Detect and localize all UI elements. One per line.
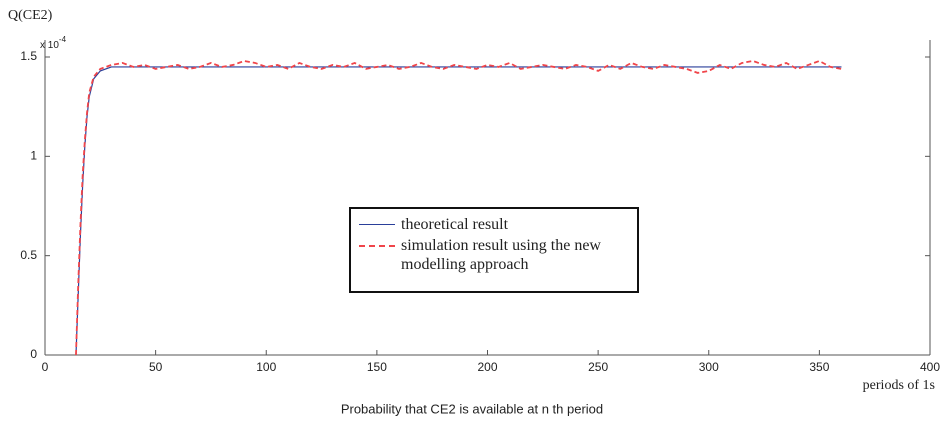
- x-tick-label: 200: [477, 360, 497, 374]
- legend: theoretical result simulation result usin…: [349, 207, 639, 293]
- x-tick-label: 300: [699, 360, 719, 374]
- legend-entry: theoretical result: [359, 215, 629, 234]
- legend-label: simulation result using the new modellin…: [401, 237, 601, 273]
- series-line: [75, 59, 842, 356]
- x-tick-label: 400: [920, 360, 940, 374]
- x-tick-label: 150: [367, 360, 387, 374]
- y-tick-label: 0.5: [20, 248, 37, 262]
- caption: Probability that CE2 is available at n t…: [341, 401, 603, 416]
- multiplier-base: x 10: [40, 40, 59, 51]
- x-tick-label: 350: [809, 360, 829, 374]
- x-axis-label: periods of 1s: [863, 378, 935, 393]
- multiplier-exp: -4: [59, 35, 67, 44]
- y-tick-label: 1: [30, 149, 37, 163]
- y-multiplier: x 10-4: [40, 35, 67, 51]
- y-tick-label: 0: [30, 347, 37, 361]
- legend-label: theoretical result: [401, 216, 509, 233]
- legend-swatch: [359, 215, 395, 233]
- x-tick-label: 100: [256, 360, 276, 374]
- x-tick-label: 50: [149, 360, 163, 374]
- legend-swatch: [359, 236, 395, 254]
- x-tick-label: 0: [42, 360, 49, 374]
- y-tick-label: 1.5: [20, 49, 37, 63]
- x-tick-label: 250: [588, 360, 608, 374]
- y-axis-label: Q(CE2): [8, 8, 53, 23]
- legend-entry: simulation result using the new modellin…: [359, 236, 629, 274]
